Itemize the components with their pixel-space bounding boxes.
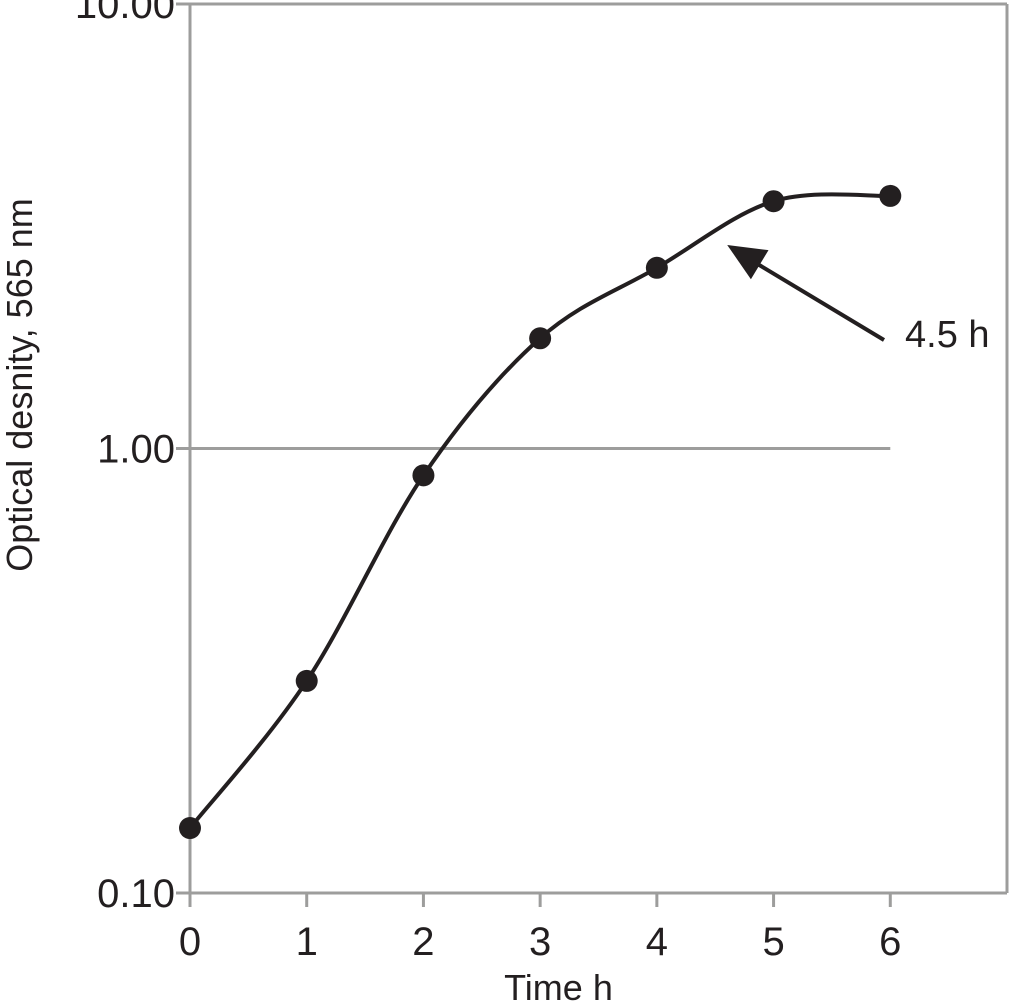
data-point xyxy=(762,190,785,213)
annotation-arrow-head xyxy=(727,244,769,280)
annotation: 4.5 h xyxy=(727,244,990,356)
data-point xyxy=(879,184,902,207)
x-tick-label: 1 xyxy=(296,920,318,964)
y-tick-label: 10.00 xyxy=(75,0,175,27)
x-tick-label: 2 xyxy=(412,920,434,964)
x-ticks: 0 1 2 3 4 5 6 xyxy=(179,893,901,964)
data-point xyxy=(529,327,552,350)
x-tick-label: 0 xyxy=(179,920,201,964)
y-ticks: 0.10 1.00 10.00 xyxy=(75,0,190,916)
x-tick-label: 3 xyxy=(529,920,551,964)
y-tick-label: 1.00 xyxy=(97,428,175,472)
x-tick-label: 4 xyxy=(646,920,668,964)
plot-frame xyxy=(188,2,1009,895)
x-tick-label: 6 xyxy=(879,920,901,964)
data-points xyxy=(179,184,902,840)
y-tick-label: 0.10 xyxy=(97,872,175,916)
y-axis-title: Optical desnity, 565 nm xyxy=(0,198,40,572)
data-point xyxy=(412,464,435,487)
annotation-arrow-shaft xyxy=(748,257,886,342)
series-line xyxy=(188,192,891,830)
annotation-label: 4.5 h xyxy=(905,314,990,356)
x-tick-label: 5 xyxy=(762,920,784,964)
data-point xyxy=(295,669,318,692)
data-point xyxy=(179,817,201,840)
x-axis-title: Time h xyxy=(504,967,613,1005)
data-point xyxy=(645,256,668,279)
